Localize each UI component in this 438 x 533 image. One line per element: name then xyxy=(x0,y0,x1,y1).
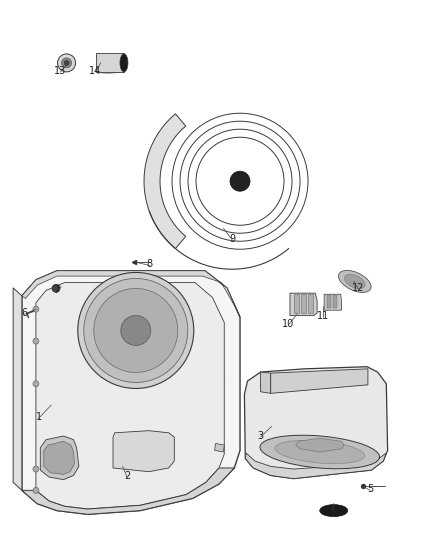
Polygon shape xyxy=(333,295,337,308)
Ellipse shape xyxy=(345,274,365,288)
Circle shape xyxy=(62,58,71,68)
Text: 9: 9 xyxy=(229,234,235,244)
Polygon shape xyxy=(296,438,344,452)
Ellipse shape xyxy=(120,54,128,72)
Text: 10: 10 xyxy=(282,319,294,329)
Circle shape xyxy=(64,60,69,66)
Polygon shape xyxy=(13,288,22,490)
Polygon shape xyxy=(144,114,186,248)
Circle shape xyxy=(230,171,250,191)
Text: 2: 2 xyxy=(124,471,130,481)
Circle shape xyxy=(52,284,60,293)
Polygon shape xyxy=(36,282,224,509)
Polygon shape xyxy=(96,53,124,72)
Circle shape xyxy=(121,316,151,345)
Polygon shape xyxy=(113,431,174,472)
Text: 5: 5 xyxy=(367,484,373,495)
Circle shape xyxy=(84,278,188,383)
Polygon shape xyxy=(107,362,127,374)
Ellipse shape xyxy=(275,440,364,464)
Polygon shape xyxy=(271,369,368,393)
Circle shape xyxy=(33,338,39,344)
Polygon shape xyxy=(22,271,240,317)
Text: 13: 13 xyxy=(54,66,67,76)
Polygon shape xyxy=(22,468,234,514)
Ellipse shape xyxy=(320,505,348,516)
Polygon shape xyxy=(44,441,74,474)
Polygon shape xyxy=(301,294,306,313)
Ellipse shape xyxy=(260,435,380,469)
Text: 7: 7 xyxy=(53,285,59,295)
Circle shape xyxy=(57,54,76,72)
Circle shape xyxy=(33,306,39,312)
Polygon shape xyxy=(308,294,313,313)
Polygon shape xyxy=(245,453,386,479)
Text: 1: 1 xyxy=(35,413,42,423)
Polygon shape xyxy=(40,436,79,480)
Text: 12: 12 xyxy=(352,283,364,293)
Text: 8: 8 xyxy=(147,260,153,270)
Text: 14: 14 xyxy=(89,66,102,76)
Polygon shape xyxy=(244,367,388,479)
Ellipse shape xyxy=(339,270,371,293)
Text: 3: 3 xyxy=(258,431,264,441)
Polygon shape xyxy=(261,372,271,393)
Text: 6: 6 xyxy=(21,309,27,319)
Text: 11: 11 xyxy=(317,311,329,321)
Circle shape xyxy=(33,487,39,494)
Circle shape xyxy=(33,381,39,387)
Circle shape xyxy=(94,288,178,373)
Polygon shape xyxy=(294,294,299,313)
Polygon shape xyxy=(22,271,240,514)
Polygon shape xyxy=(327,295,331,308)
Polygon shape xyxy=(215,443,224,452)
Circle shape xyxy=(33,466,39,472)
Text: 4: 4 xyxy=(330,505,336,515)
Circle shape xyxy=(78,272,194,389)
Polygon shape xyxy=(290,293,317,316)
Polygon shape xyxy=(324,294,342,310)
